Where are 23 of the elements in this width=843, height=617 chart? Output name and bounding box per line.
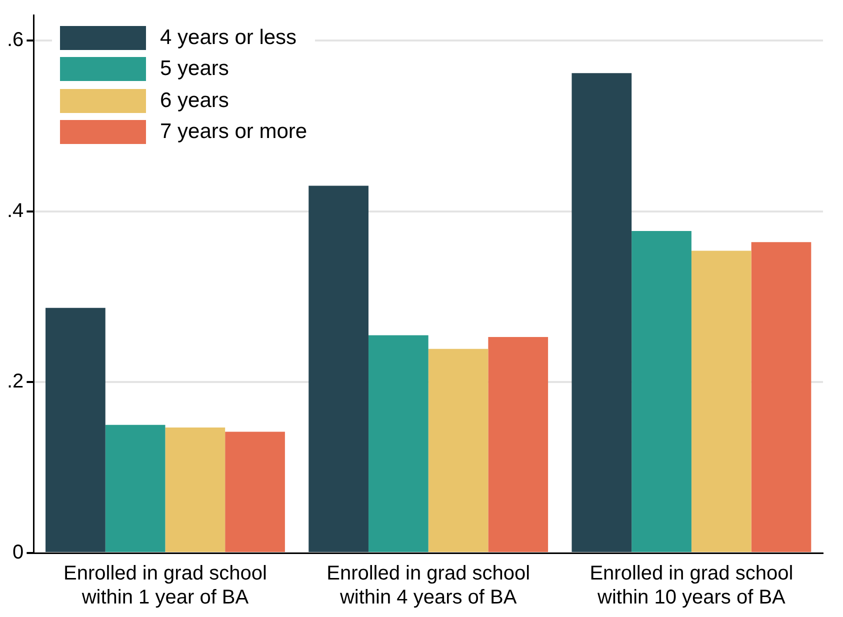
bar xyxy=(428,348,488,552)
legend-label: 6 years xyxy=(160,88,229,113)
x-tick-label: Enrolled in grad school within 10 years of BA xyxy=(590,562,794,609)
bar xyxy=(105,424,166,552)
bar xyxy=(368,335,428,552)
legend-label: 7 years or more xyxy=(160,120,308,144)
y-tick-label: .4 xyxy=(6,200,24,222)
y-tick-label: .6 xyxy=(6,29,24,52)
x-tick-label: Enrolled in grad school within 1 year of BA xyxy=(64,562,267,609)
legend-label: 4 years or less xyxy=(160,26,297,50)
y-tick-label: 0 xyxy=(12,542,24,564)
bar xyxy=(691,250,752,552)
bar xyxy=(488,336,548,552)
bar xyxy=(751,242,812,552)
bar xyxy=(165,427,226,552)
bar xyxy=(225,432,285,552)
legend-label: 5 years xyxy=(160,57,229,82)
bar xyxy=(572,73,632,552)
bar xyxy=(632,231,692,552)
bar xyxy=(308,186,368,552)
bar xyxy=(46,308,106,552)
y-tick-label: .2 xyxy=(6,370,24,393)
x-tick-label: Enrolled in grad school within 4 years of BA xyxy=(326,562,530,609)
